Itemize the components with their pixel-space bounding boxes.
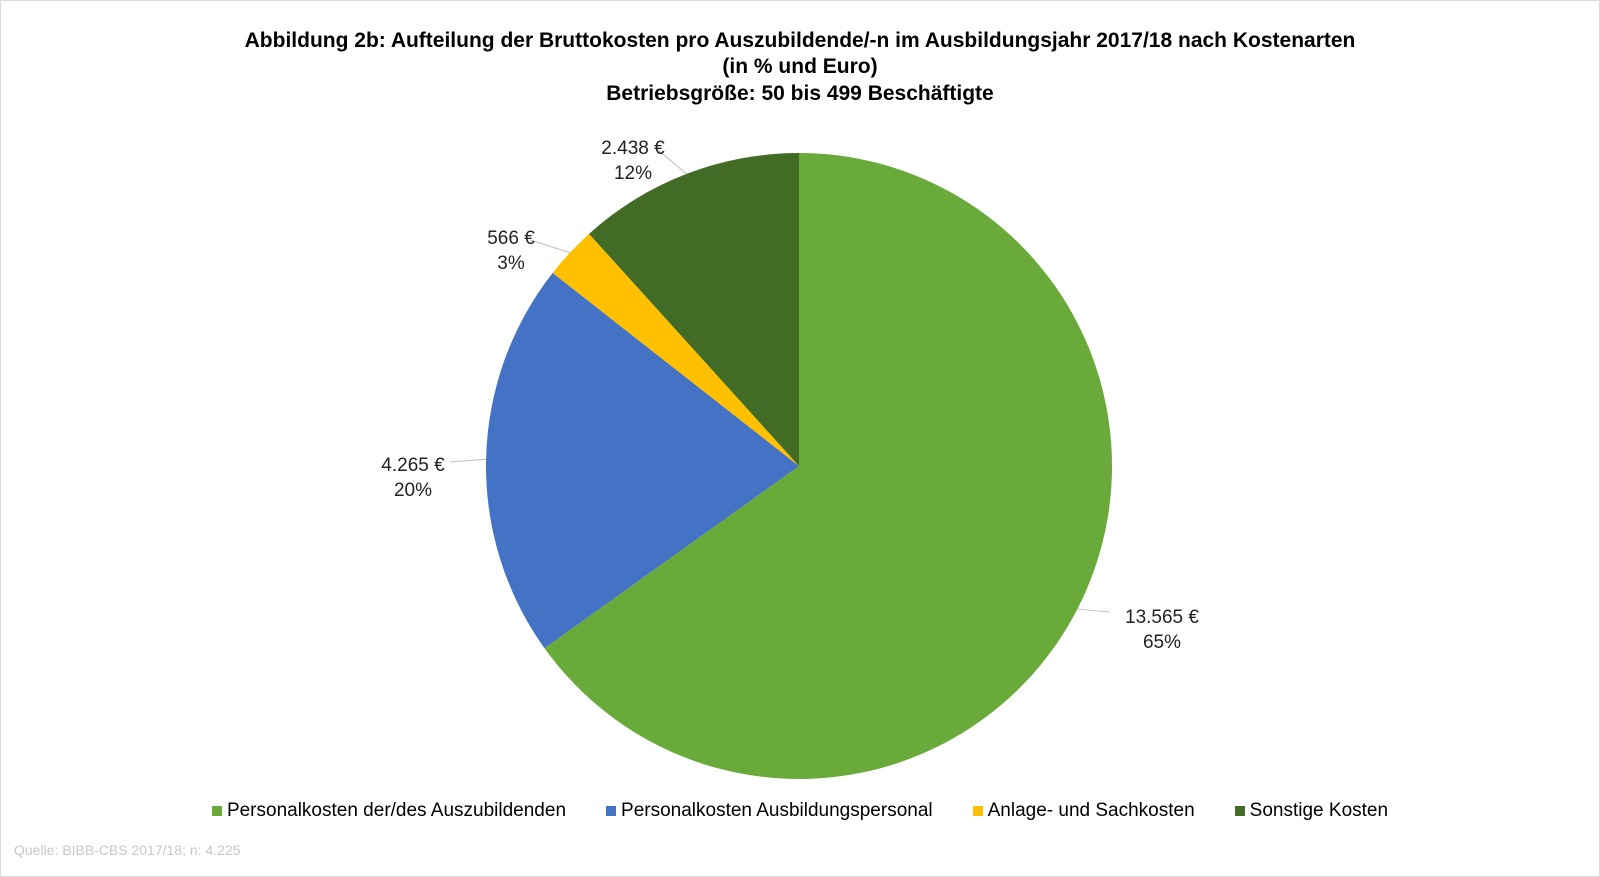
data-label-percent: 65% [1143,632,1181,653]
legend-swatch [211,806,222,816]
chart-title-line-2: (in % und Euro) [722,55,878,78]
legend-label: Sonstige Kosten [1249,800,1389,821]
legend-swatch [972,806,983,816]
data-label-percent: 20% [394,480,432,501]
pie-slice-4 [589,153,799,466]
pie-slice-2 [485,272,799,649]
legend: Personalkosten der/des Auszubildenden Per… [0,800,1600,822]
data-label-value: 566 € [487,228,535,249]
legend-swatch [1234,806,1245,816]
leader-line [449,458,487,463]
data-label-percent: 3% [497,253,525,274]
source-note: Quelle: BIBB-CBS 2017/18; n: 4.225 [14,842,241,858]
leader-line [1077,608,1111,613]
chart-title-line-1: Abbildung 2b: Aufteilung der Bruttokoste… [244,29,1356,52]
pie-slice-3 [552,233,799,466]
legend-label: Anlage- und Sachkosten [987,800,1195,821]
legend-item: Anlage- und Sachkosten [972,800,1195,822]
data-label-value: 2.438 € [601,138,665,159]
legend-item: Personalkosten Ausbildungspersonal [606,800,933,822]
legend-label: Personalkosten der/des Auszubildenden [226,800,567,821]
leader-line [657,149,687,175]
pie-slice-1 [544,153,1112,779]
legend-swatch [606,806,617,816]
legend-item: Personalkosten der/des Auszubildenden [211,800,567,822]
legend-item: Sonstige Kosten [1234,800,1389,822]
data-label-value: 13.565 € [1125,607,1199,628]
data-label-percent: 12% [614,163,652,184]
legend-label: Personalkosten Ausbildungspersonal [621,800,933,821]
data-label-value: 4.265 € [381,455,445,476]
leader-line [529,239,571,254]
chart-title-line-3: Betriebsgröße: 50 bis 499 Beschäftigte [606,82,994,105]
